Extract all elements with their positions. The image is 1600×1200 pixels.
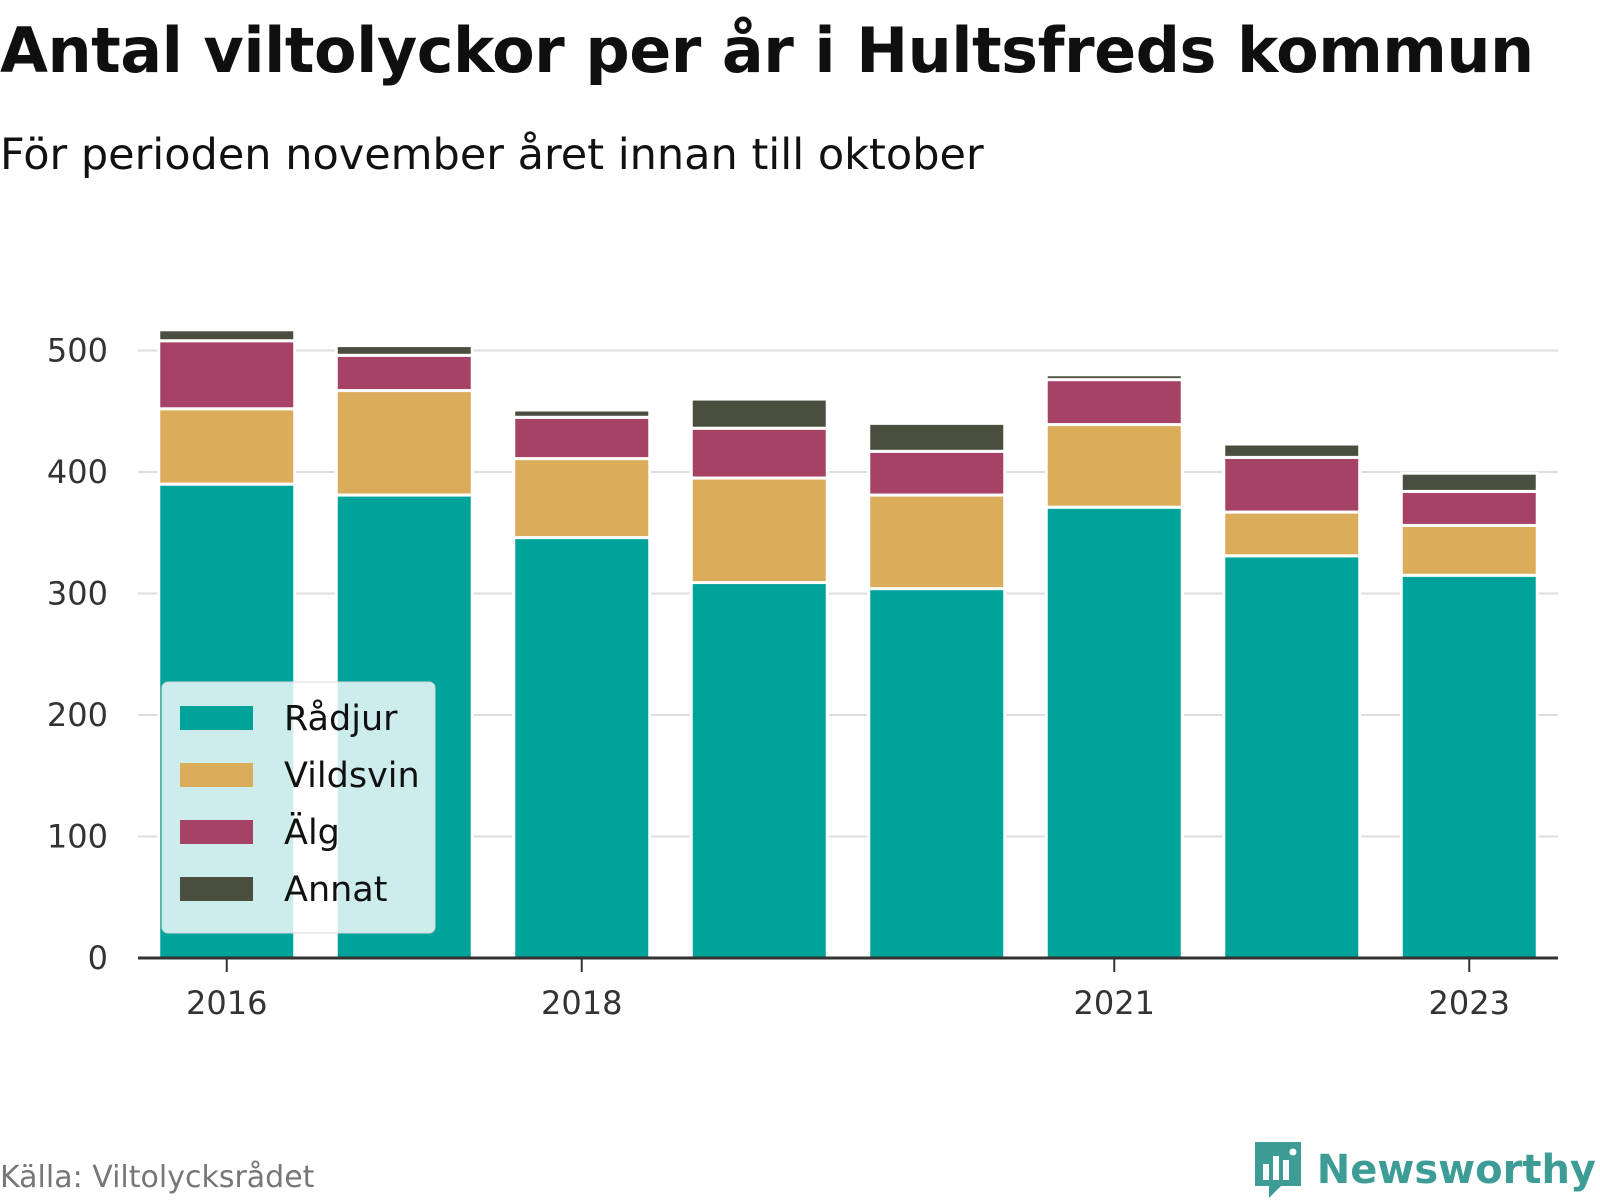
bar-segment [334,344,474,357]
legend-swatch [180,877,253,901]
y-tick-label: 0 [88,939,108,977]
bar-segment [1399,471,1539,493]
bar-segment [1044,505,1184,960]
bar-segment [689,426,829,480]
legend-swatch [180,763,253,787]
brand-logo: Newsworthy [1253,1140,1596,1200]
y-tick-label: 300 [47,574,108,612]
bar-segment [512,415,652,461]
bar-segment [867,421,1007,453]
legend-swatch [180,706,253,730]
bar-segment [1222,442,1362,459]
chart-title: Antal viltolyckor per år i Hultsfreds ko… [0,14,1534,87]
bar-segment [512,536,652,960]
bar-segment [1399,489,1539,527]
bar-segment [1222,510,1362,558]
legend: Rådjur Vildsvin Älg Annat [161,681,436,934]
bar-segment [867,587,1007,960]
bar-segment [157,339,297,411]
bar-segment [334,389,474,497]
bar-segment [867,449,1007,497]
bar-segment [1222,455,1362,514]
y-tick-label: 200 [47,696,108,734]
bar-segment [157,407,297,486]
legend-label: Vildsvin [284,756,420,796]
source-note: Källa: Viltolycksrådet [0,1160,315,1195]
bar-segment [334,353,474,393]
legend-swatch [180,820,253,844]
x-axis: 2016 2018 2021 2023 [138,956,1558,1022]
x-tick-label: 2018 [541,984,622,1022]
y-axis-ticks: 0 100 200 300 400 500 [47,331,108,977]
bar-segment [512,457,652,540]
bar-chart-speech-bubble-icon [1254,1142,1301,1198]
legend-label: Älg [284,811,340,853]
x-tick-label: 2016 [186,984,267,1022]
legend-label: Rådjur [284,698,398,739]
y-tick-label: 100 [47,817,108,855]
bar-segment [157,328,297,343]
legend-box [161,681,436,934]
stacked-bar-chart: 0 100 200 300 400 500 2016 2018 2021 2023 Rådjur… [47,328,1558,1022]
x-tick-label: 2023 [1429,984,1510,1022]
bar-segment [1044,423,1184,509]
bar-segment [867,493,1007,591]
bar-segment [1222,554,1362,960]
y-tick-label: 500 [47,331,108,369]
bar-segment [689,397,829,430]
bar-segment [512,408,652,419]
x-tick-label: 2021 [1074,984,1155,1022]
bar-segment [1044,378,1184,427]
chart-subtitle: För perioden november året innan till ok… [0,130,984,180]
legend-label: Annat [284,870,387,910]
bar-segment [1399,573,1539,960]
y-tick-label: 400 [47,453,108,491]
brand-name: Newsworthy [1316,1147,1596,1193]
bar-segment [689,581,829,960]
bar-segment [689,476,829,585]
bar-segment [1399,523,1539,577]
bar-segment [1044,373,1184,382]
